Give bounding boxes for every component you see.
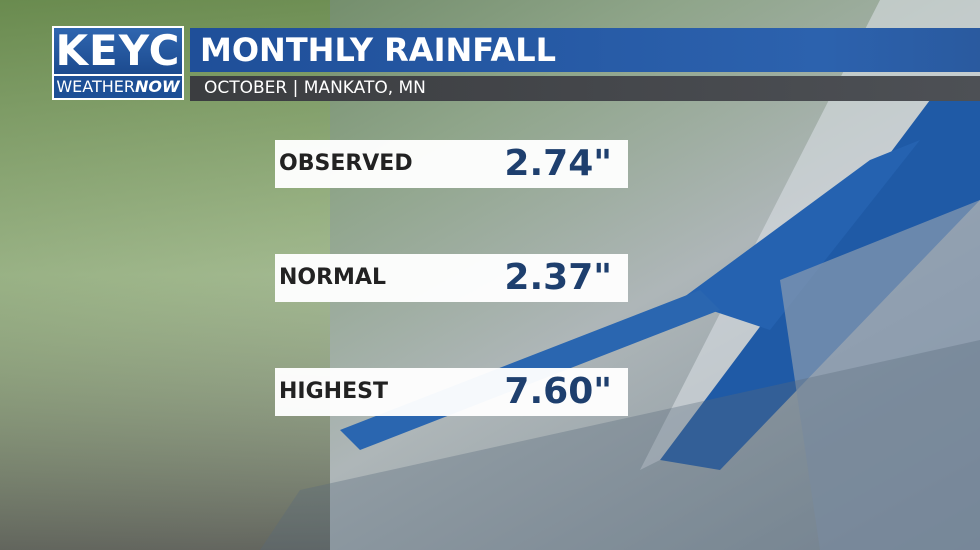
logo-station: KEYC (54, 26, 182, 75)
stat-value: 2.37" (504, 257, 612, 298)
stat-value: 7.60" (504, 371, 612, 412)
stat-row: HIGHEST 7.60" (275, 368, 628, 416)
glass-panel (780, 200, 980, 550)
stat-row: OBSERVED 2.74" (275, 140, 628, 188)
stat-row: NORMAL 2.37" (275, 254, 628, 302)
stat-label: NORMAL (279, 265, 386, 290)
stat-label: HIGHEST (279, 379, 388, 404)
logo-brand-right: NOW (135, 77, 180, 96)
logo-brand-left: WEATHER (56, 77, 136, 96)
floor (260, 340, 980, 550)
title: MONTHLY RAINFALL (190, 28, 980, 72)
stat-value: 2.74" (504, 143, 612, 184)
logo: KEYC WEATHERNOW (52, 26, 184, 100)
blue-shape (680, 140, 920, 330)
subtitle: OCTOBER | MANKATO, MN (190, 76, 980, 101)
logo-brand: WEATHERNOW (54, 76, 182, 98)
stat-label: OBSERVED (279, 151, 413, 176)
